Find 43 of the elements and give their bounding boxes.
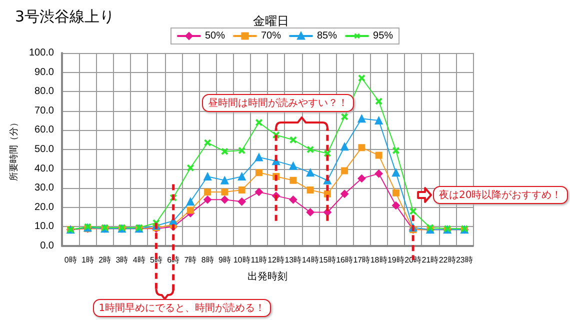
legend-label: 95% [373, 30, 394, 42]
y-tick-label: 40.0 [34, 163, 54, 174]
x-tick-label: 12時 [268, 256, 285, 264]
x-tick-label: 9時 [218, 256, 231, 264]
x-tick-label: 3時 [116, 256, 128, 264]
y-tick-label: 100.0 [28, 48, 54, 58]
y-tick-label: 80.0 [34, 86, 54, 98]
legend-label: 85% [317, 30, 338, 42]
x-axis-title: 出発時刻 [248, 270, 288, 282]
x-tick-label: 17時 [353, 256, 370, 264]
legend-label: 50% [204, 30, 226, 42]
x-tick-label: 11時 [250, 256, 268, 264]
y-tick-label: 10.0 [34, 221, 54, 232]
x-tick-label: 7時 [184, 256, 197, 264]
x-tick-label: 14時 [302, 256, 319, 264]
x-tick-label: 15時 [318, 256, 336, 264]
x-tick-label: 16時 [336, 256, 354, 264]
x-tick-label: 10時 [233, 256, 250, 264]
legend-label: 70% [260, 30, 282, 42]
chart-title: 3号渋谷線上り [15, 8, 115, 26]
x-tick-label: 19時 [387, 256, 404, 264]
x-tick-label: 8時 [201, 256, 214, 264]
y-tick-label: 20.0 [34, 202, 54, 213]
y-tick-label: 60.0 [34, 124, 54, 136]
x-tick-label: 18時 [370, 256, 388, 264]
x-tick-label: 2時 [98, 256, 112, 264]
x-tick-label: 23時 [456, 256, 473, 264]
annotation: 夜は20時以降がおすすめ！ [433, 186, 568, 204]
x-tick-label: 22時 [438, 256, 456, 264]
y-tick-label: 50.0 [34, 144, 54, 155]
y-tick-label: 30.0 [34, 182, 54, 194]
annotation: 昼時間は時間が読みやすい？！ [202, 94, 354, 112]
annotation: 1時間早めにでると、時間が読める！ [92, 299, 272, 317]
y-tick-label: 70.0 [34, 105, 54, 116]
y-tick-label: 90.0 [34, 66, 54, 78]
x-tick-label: 21時 [422, 256, 439, 264]
x-tick-label: 1時 [81, 256, 94, 264]
x-tick-label: 13時 [284, 256, 302, 264]
x-tick-label: 4時 [132, 256, 146, 264]
chart-subtitle: 金曜日 [253, 14, 289, 28]
y-tick-label: 0.0 [40, 240, 54, 252]
y-axis-title: 所要時間（分） [8, 118, 19, 181]
x-tick-label: 0時 [64, 256, 77, 264]
